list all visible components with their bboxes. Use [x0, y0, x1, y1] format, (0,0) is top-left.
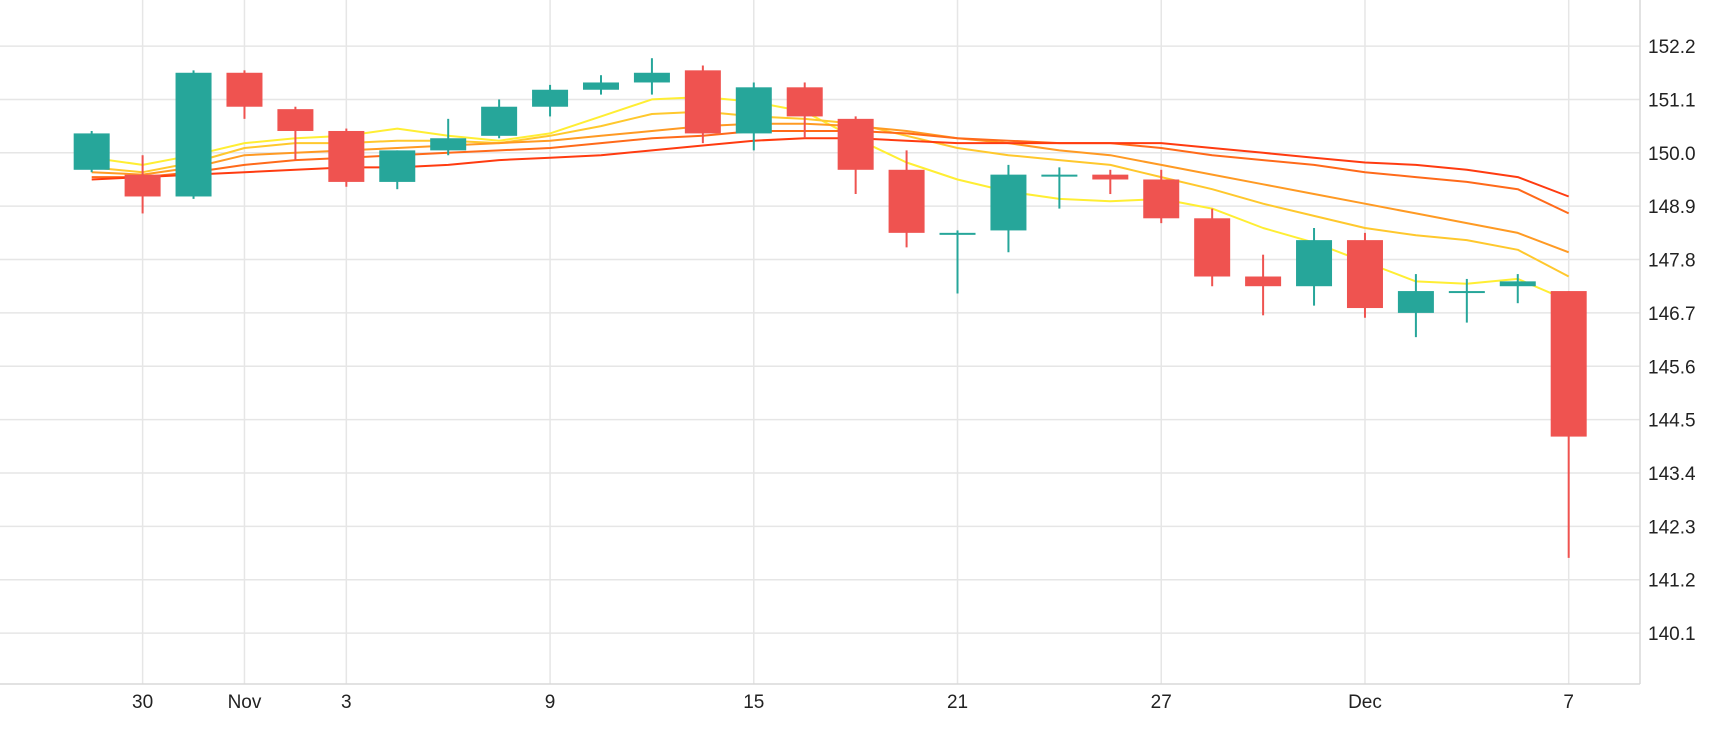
- grid: [0, 0, 1641, 685]
- candle: [379, 150, 416, 190]
- candle: [1550, 291, 1587, 558]
- candle: [888, 150, 925, 248]
- candle-body: [277, 109, 314, 131]
- candle-body: [1245, 276, 1282, 287]
- x-tick-label: 27: [1151, 692, 1172, 713]
- candle: [1194, 208, 1231, 287]
- x-tick-label: 30: [132, 692, 153, 713]
- candle-body: [481, 106, 518, 136]
- candle-body: [1346, 240, 1383, 309]
- candle-body: [633, 72, 670, 83]
- y-tick-label: 145.6: [1648, 357, 1696, 378]
- candle-body: [532, 89, 569, 107]
- candle: [124, 155, 161, 214]
- candle: [582, 75, 619, 95]
- y-tick-label: 146.7: [1648, 304, 1696, 325]
- candle: [939, 230, 976, 294]
- candle: [1092, 169, 1129, 195]
- candle: [990, 164, 1027, 253]
- x-axis: 30 Nov 3 9 15 21 27 Dec 7: [132, 692, 1574, 713]
- candle-body: [582, 82, 619, 90]
- candle: [1448, 278, 1485, 323]
- y-tick-label: 143.4: [1648, 464, 1696, 485]
- moving-average-line: [91, 137, 1570, 198]
- x-tick-label: 9: [545, 692, 556, 713]
- candle-body: [1143, 179, 1180, 219]
- candle-body: [1397, 291, 1434, 313]
- candle-body: [837, 118, 874, 170]
- candle-body: [786, 87, 823, 117]
- y-tick-label: 150.0: [1648, 144, 1696, 165]
- candle: [532, 84, 569, 117]
- candle-body: [990, 174, 1027, 231]
- x-tick-label: Dec: [1348, 692, 1382, 713]
- candle: [175, 70, 212, 199]
- x-tick-label: 15: [743, 692, 764, 713]
- y-tick-label: 147.8: [1648, 251, 1696, 272]
- y-tick-label: 141.2: [1648, 571, 1696, 592]
- candle-body: [1296, 240, 1333, 287]
- y-tick-label: 142.3: [1648, 517, 1696, 538]
- y-tick-label: 148.9: [1648, 197, 1696, 218]
- candle-body: [1041, 174, 1078, 177]
- candle: [1143, 169, 1180, 224]
- candle-body: [1092, 174, 1129, 180]
- y-tick-label: 151.1: [1648, 90, 1696, 111]
- candle: [277, 106, 314, 161]
- candle: [735, 82, 772, 151]
- x-tick-label: Nov: [228, 692, 262, 713]
- y-axis: 152.2 151.1 150.0 148.9 147.8 146.7 145.6 144.5…: [1648, 37, 1696, 645]
- candle: [684, 65, 721, 144]
- candle: [328, 128, 365, 187]
- y-tick-label: 144.5: [1648, 411, 1696, 432]
- candle-body: [124, 174, 161, 197]
- candle-body: [1194, 218, 1231, 277]
- candle: [837, 116, 874, 195]
- candle: [1499, 274, 1536, 304]
- candle-body: [888, 169, 925, 233]
- candle-body: [430, 138, 467, 151]
- candle-body: [175, 72, 212, 197]
- y-tick-label: 140.1: [1648, 624, 1696, 645]
- candle-body: [939, 232, 976, 235]
- candle-body: [379, 150, 416, 182]
- candle: [1041, 167, 1078, 209]
- candle-body: [226, 72, 263, 107]
- candles: [73, 58, 1587, 558]
- y-tick-label: 152.2: [1648, 37, 1696, 58]
- candle-body: [684, 70, 721, 134]
- candle-body: [1499, 281, 1536, 287]
- candle: [1346, 232, 1383, 318]
- candle: [481, 99, 518, 139]
- x-tick-label: 3: [341, 692, 352, 713]
- x-tick-label: 7: [1563, 692, 1574, 713]
- candle: [73, 130, 110, 173]
- candle: [786, 82, 823, 139]
- candle: [1397, 274, 1434, 338]
- candle: [633, 58, 670, 95]
- candle: [430, 118, 467, 156]
- candle-body: [1550, 291, 1587, 437]
- candle-body: [328, 130, 365, 182]
- candle: [1296, 228, 1333, 306]
- candle: [1245, 254, 1282, 316]
- candle-body: [73, 133, 110, 170]
- candle: [226, 70, 263, 119]
- candle-body: [1448, 291, 1485, 294]
- candle-body: [735, 87, 772, 134]
- x-tick-label: 21: [947, 692, 968, 713]
